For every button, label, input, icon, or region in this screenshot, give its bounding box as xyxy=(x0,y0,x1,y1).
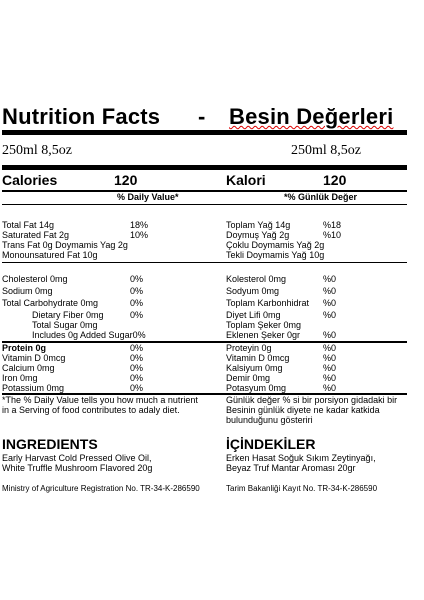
title-turkish: Besin Değerleri xyxy=(229,104,394,129)
besin-row-label: Sodyum 0mg xyxy=(226,286,280,296)
footnote-line-tr: Besinin günlük diyete ne kadar katkida xyxy=(226,405,380,415)
besin-row-pct: %0 xyxy=(323,274,337,284)
serving-size-english: 250ml 8,5oz xyxy=(2,143,72,158)
besin-row-label: Toplam Şeker 0mg xyxy=(226,320,302,330)
besin-row-label: Diyet Lifi 0mg xyxy=(226,310,281,320)
icindekiler-line: Erken Hasat Soğuk Sıkım Zeytinyağı, xyxy=(226,453,376,463)
mineral-row-pct: 0% xyxy=(130,343,144,353)
mineral-row-label-tr: Potasyum 0mg xyxy=(226,383,287,393)
mineral-rule xyxy=(2,393,407,395)
icindekiler-heading: İÇİNDEKİLER xyxy=(226,436,316,452)
nutrient-row-label: Includes 0g Added Sugar0% xyxy=(32,330,146,340)
daily-value-rule xyxy=(2,204,407,205)
mineral-row-label: Calcium 0mg xyxy=(2,363,55,373)
mineral-row-pct-tr: %0 xyxy=(323,343,337,353)
fat-row-label: Trans Fat 0g Doymamis Yag 2g xyxy=(2,240,128,250)
mineral-row-label: Iron 0mg xyxy=(2,373,38,383)
footnote-line-tr: Günlük değer % si bir porsiyon gidadaki … xyxy=(226,395,398,405)
carb-rule xyxy=(2,341,407,343)
footnote-line: in a Serving of food contributes to adal… xyxy=(2,405,180,415)
yag-row-label: Tekli Doymamis Yağ 10g xyxy=(226,250,325,260)
yag-row-label: Çoklu Doymamis Yağ 2g xyxy=(226,240,325,250)
mineral-row-label-tr: Vitamin D 0mcg xyxy=(226,353,290,363)
title-rule xyxy=(2,130,407,135)
mineral-row-pct: 0% xyxy=(130,383,144,393)
registration-english: Ministry of Agriculture Registration No.… xyxy=(2,484,200,493)
daily-value-header: % Daily Value* xyxy=(117,192,179,202)
mineral-row-label: Vitamin D 0mcg xyxy=(2,353,66,363)
calories-label: Calories xyxy=(2,172,58,188)
mineral-row-pct-tr: %0 xyxy=(323,353,337,363)
mineral-row-label-tr: Demir 0mg xyxy=(226,373,271,383)
footnote-line-tr: bulunduğunu gösteriri xyxy=(226,415,313,425)
fat-row-pct: 10% xyxy=(130,230,149,240)
mineral-row-pct: 0% xyxy=(130,363,144,373)
yag-row-pct: %10 xyxy=(323,230,342,240)
fat-row-pct: 18% xyxy=(130,220,149,230)
mineral-row-label-tr: Proteyin 0g xyxy=(226,343,272,353)
serving-size-turkish: 250ml 8,5oz xyxy=(291,143,361,158)
calories-value: 120 xyxy=(114,172,138,188)
besin-row-label: Toplam Karbonhidrat xyxy=(226,298,310,308)
mineral-row-label: Potassium 0mg xyxy=(2,383,65,393)
nutrient-row-pct: 0% xyxy=(130,274,144,284)
ingredients-line: White Truffle Mushroom Flavored 20g xyxy=(2,463,153,473)
calories-rule xyxy=(2,190,407,192)
registration-turkish: Tarim Bakanliği Kayıt No. TR-34-K-286590 xyxy=(226,484,378,493)
mineral-row-pct-tr: %0 xyxy=(323,373,337,383)
serving-rule xyxy=(2,165,407,170)
fat-row-label: Saturated Fat 2g xyxy=(2,230,70,240)
kalori-value: 120 xyxy=(323,172,347,188)
mineral-row-label-tr: Kalsiyum 0mg xyxy=(226,363,283,373)
mineral-row-pct: 0% xyxy=(130,373,144,383)
footnote-line: *The % Daily Value tells you how much a … xyxy=(2,395,198,405)
besin-row-label: Kolesterol 0mg xyxy=(226,274,287,284)
nutrient-row-label: Total Sugar 0mg xyxy=(32,320,98,330)
besin-row-label: Eklenen Şeker 0gr xyxy=(226,330,301,340)
yag-row-label: Toplam Yağ 14g xyxy=(226,220,291,230)
besin-row-pct: %0 xyxy=(323,330,337,340)
nutrient-row-label: Cholesterol 0mg xyxy=(2,274,68,284)
besin-row-pct: %0 xyxy=(323,310,337,320)
besin-row-pct: %0 xyxy=(323,298,337,308)
nutrient-row-label: Dietary Fiber 0mg xyxy=(32,310,104,320)
gunluk-deger-header: *% Günlük Değer xyxy=(284,192,358,202)
mineral-row-pct: 0% xyxy=(130,353,144,363)
fat-row-label: Monounsatured Fat 10g xyxy=(2,250,98,260)
nutrient-row-pct: 0% xyxy=(130,298,144,308)
ingredients-heading: INGREDIENTS xyxy=(2,436,98,452)
nutrient-row-pct: 0% xyxy=(130,310,144,320)
yag-row-pct: %18 xyxy=(323,220,342,230)
mineral-row-label: Protein 0g xyxy=(2,343,47,353)
icindekiler-line: Beyaz Truf Mantar Aroması 20gr xyxy=(226,463,356,473)
mineral-row-pct-tr: %0 xyxy=(323,383,337,393)
nutrient-row-pct: 0% xyxy=(130,286,144,296)
title-english: Nutrition Facts xyxy=(2,104,161,129)
nutrient-row-label: Total Carbohydrate 0mg xyxy=(2,298,99,308)
nutrient-row-label: Sodium 0mg xyxy=(2,286,53,296)
ingredients-line: Early Harvast Cold Pressed Olive Oil, xyxy=(2,453,152,463)
kalori-label: Kalori xyxy=(226,172,266,188)
fat-row-label: Total Fat 14g xyxy=(2,220,55,230)
mineral-row-pct-tr: %0 xyxy=(323,363,337,373)
yag-row-label: Doymuş Yağ 2g xyxy=(226,230,290,240)
besin-row-pct: %0 xyxy=(323,286,337,296)
fat-rule xyxy=(2,262,407,263)
title-dash: - xyxy=(198,104,206,129)
